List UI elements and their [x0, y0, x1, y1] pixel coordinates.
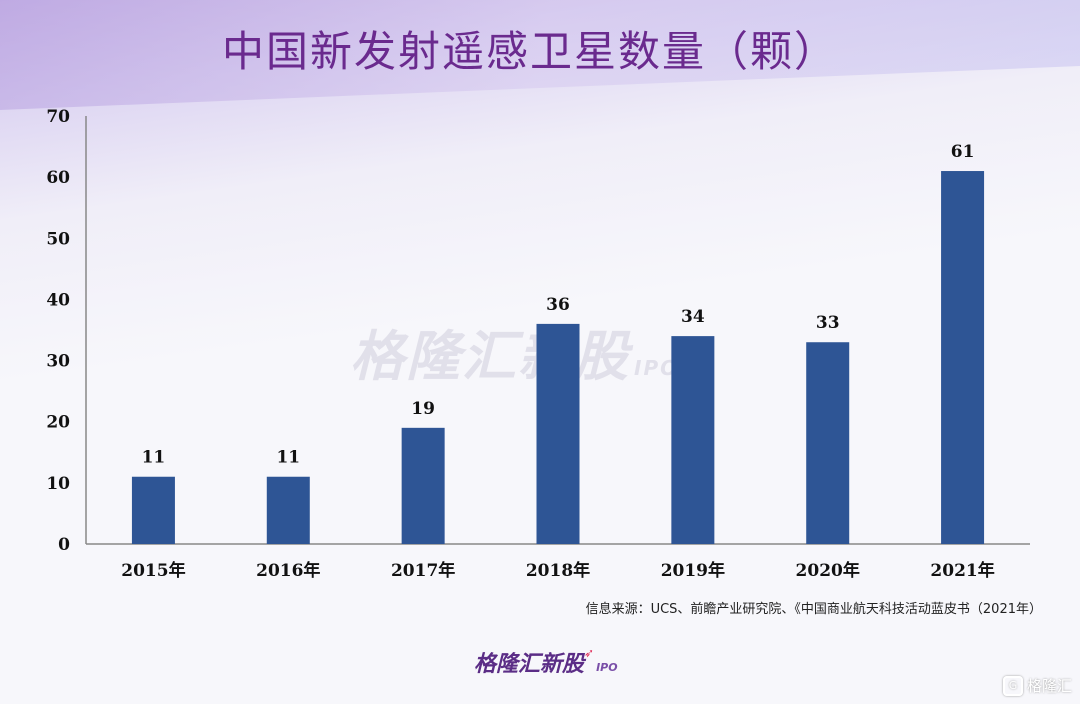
- x-tick-label: 2015年: [121, 560, 185, 581]
- logo-ipo: IPO: [596, 661, 618, 674]
- y-tick-label: 70: [46, 107, 70, 127]
- y-tick-label: 0: [58, 535, 70, 555]
- chart-title: 中国新发射遥感卫星数量（颗）: [221, 27, 838, 76]
- data-label: 19: [411, 399, 435, 419]
- bar: [266, 476, 310, 544]
- data-label: 33: [816, 313, 840, 333]
- y-tick-label: 60: [46, 168, 70, 188]
- bar: [806, 342, 850, 544]
- x-tick-label: 2017年: [391, 560, 455, 581]
- y-tick-label: 10: [46, 474, 70, 494]
- bar: [131, 476, 175, 544]
- source-note: 信息来源：UCS、前瞻产业研究院、《中国商业航天科技活动蓝皮书（2021年）: [585, 602, 1042, 617]
- watermark-ipo: IPO: [634, 356, 680, 380]
- data-label: 61: [951, 142, 975, 162]
- x-tick-label: 2021年: [930, 560, 994, 581]
- data-label: 34: [681, 307, 705, 327]
- data-label: 36: [546, 295, 570, 315]
- watermark: 格隆汇新股 IPO: [350, 312, 679, 391]
- x-tick-label: 2020年: [796, 560, 860, 581]
- corner-watermark: G 格隆汇: [1002, 675, 1072, 696]
- bar: [536, 323, 580, 544]
- bar: [401, 427, 445, 544]
- y-tick-label: 30: [46, 352, 70, 372]
- x-tick-label: 2019年: [661, 560, 725, 581]
- x-tick-label: 2016年: [256, 560, 320, 581]
- corner-watermark-text: 格隆汇: [1026, 676, 1072, 695]
- data-label: 11: [276, 448, 300, 468]
- data-label: 11: [142, 448, 166, 468]
- y-tick-label: 20: [46, 413, 70, 433]
- y-tick-label: 40: [46, 290, 70, 310]
- y-tick-label: 50: [46, 229, 70, 249]
- brand-logo: 格隆汇新股➶IPO: [474, 646, 618, 678]
- watermark-text: 格隆汇新股: [350, 325, 630, 388]
- logo-text: 格隆汇新股: [474, 652, 585, 677]
- bar: [941, 171, 985, 544]
- x-tick-label: 2018年: [526, 560, 590, 581]
- spark-icon: ➶: [584, 646, 595, 660]
- brand-g-icon: G: [1002, 676, 1023, 696]
- bar: [671, 336, 715, 544]
